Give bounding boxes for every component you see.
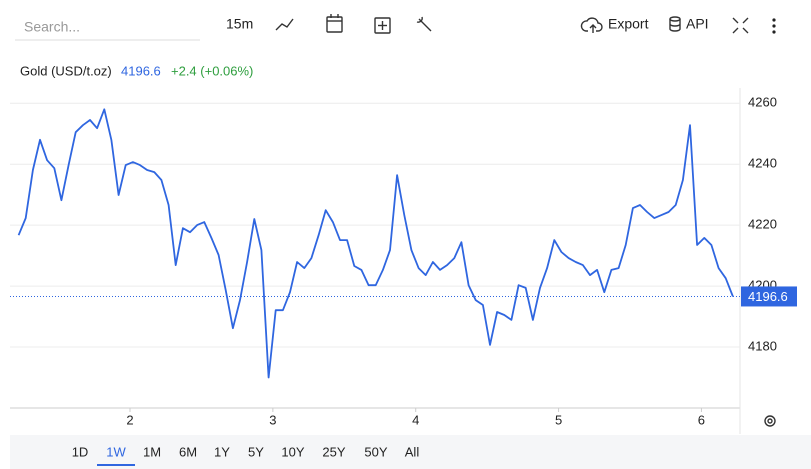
range-button[interactable]: 6M — [179, 444, 197, 459]
range-button[interactable]: 1W — [106, 444, 126, 459]
legend-name: Gold (USD/t.oz) — [20, 63, 112, 78]
range-button[interactable]: 5Y — [248, 444, 264, 459]
range-button[interactable]: All — [405, 444, 420, 459]
y-tick-label: 4260 — [748, 95, 777, 110]
api-icon[interactable] — [669, 16, 681, 32]
y-tick-label: 4180 — [748, 338, 777, 353]
last-price-label: 4196.6 — [748, 289, 788, 304]
x-tick-label: 3 — [269, 412, 276, 427]
range-button[interactable]: 1Y — [214, 444, 230, 459]
y-tick-label: 4240 — [748, 156, 777, 171]
x-tick-label: 4 — [412, 412, 419, 427]
fullscreen-icon[interactable] — [732, 17, 749, 34]
gear-icon[interactable] — [764, 415, 776, 427]
export-button[interactable]: Export — [608, 16, 649, 32]
range-button[interactable]: 1M — [143, 444, 161, 459]
range-bar — [10, 435, 811, 469]
more-menu[interactable] — [772, 18, 776, 34]
interval-button[interactable]: 15m — [226, 16, 253, 32]
calendar-icon[interactable] — [326, 14, 343, 33]
legend-change: +2.4 (+0.06%) — [171, 63, 253, 78]
legend-price: 4196.6 — [121, 63, 161, 78]
y-tick-label: 4220 — [748, 217, 777, 232]
range-button[interactable]: 25Y — [322, 444, 345, 459]
range-button[interactable]: 10Y — [281, 444, 304, 459]
range-button[interactable]: 50Y — [364, 444, 387, 459]
api-button[interactable]: API — [686, 16, 709, 32]
range-button[interactable]: 1D — [72, 444, 89, 459]
search-box[interactable]: Search... — [24, 19, 80, 35]
settings-tool-icon[interactable] — [416, 16, 432, 32]
x-tick-label: 6 — [698, 412, 705, 427]
x-tick-label: 5 — [555, 412, 562, 427]
export-icon[interactable] — [580, 17, 603, 33]
add-icon[interactable] — [374, 17, 391, 34]
price-line — [17, 108, 734, 379]
line-type-icon[interactable] — [275, 18, 294, 31]
x-tick-label: 2 — [126, 412, 133, 427]
last-price-box — [741, 286, 797, 307]
